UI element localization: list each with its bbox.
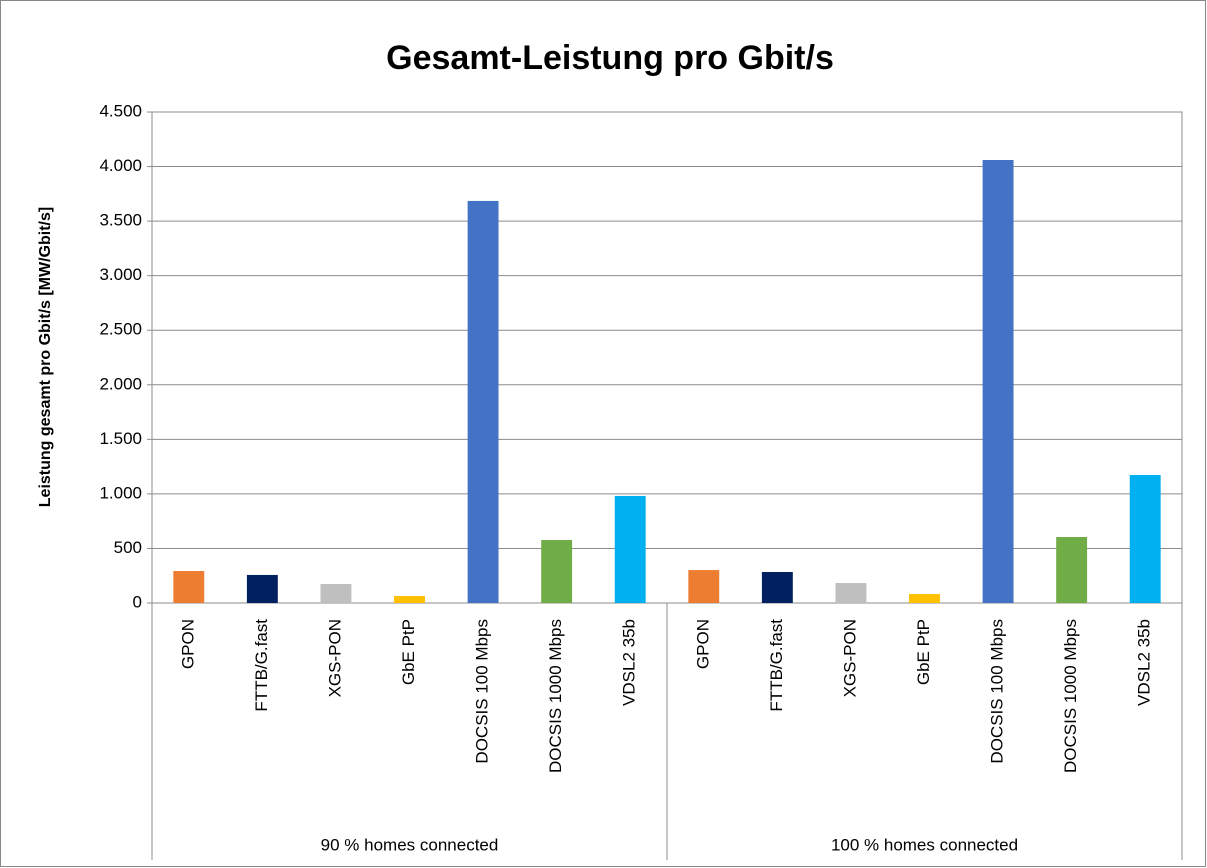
bar bbox=[835, 583, 867, 603]
bar bbox=[761, 572, 793, 603]
x-tick-label: DOCSIS 100 Mbps bbox=[988, 619, 1007, 764]
y-tick-label: 4.000 bbox=[99, 156, 142, 175]
x-tick-label: GPON bbox=[693, 619, 712, 669]
y-tick-label: 1.000 bbox=[99, 483, 142, 502]
y-tick-label: 3.500 bbox=[99, 211, 142, 230]
y-tick-label: 500 bbox=[114, 538, 142, 557]
y-tick-label: 3.000 bbox=[99, 265, 142, 284]
y-tick-label: 4.500 bbox=[99, 101, 142, 120]
y-tick-label: 2.500 bbox=[99, 320, 142, 339]
y-tick-label: 2.000 bbox=[99, 374, 142, 393]
bar bbox=[909, 594, 940, 603]
group-label: 100 % homes connected bbox=[831, 835, 1018, 854]
bar bbox=[1056, 536, 1088, 603]
x-tick-label: GbE PtP bbox=[399, 619, 418, 685]
y-tick-label: 1.500 bbox=[99, 429, 142, 448]
bar bbox=[541, 540, 573, 603]
x-tick-label: GPON bbox=[178, 619, 197, 669]
x-tick-label: XGS-PON bbox=[840, 619, 859, 697]
bar bbox=[246, 574, 278, 603]
bar bbox=[394, 596, 425, 603]
bar bbox=[982, 160, 1014, 603]
bar bbox=[614, 495, 646, 603]
x-tick-label: DOCSIS 1000 Mbps bbox=[546, 619, 565, 773]
x-tick-label: FTTB/G.fast bbox=[252, 619, 271, 712]
y-tick-label: 0 bbox=[133, 592, 142, 611]
bar bbox=[688, 570, 720, 603]
y-axis-label: Leistung gesamt pro Gbit/s [MW/Gbit/s] bbox=[37, 207, 54, 507]
x-tick-label: FTTB/G.fast bbox=[767, 619, 786, 712]
x-tick-label: VDSL2 35b bbox=[620, 619, 639, 706]
chart-title: Gesamt-Leistung pro Gbit/s bbox=[386, 39, 834, 77]
x-tick-label: DOCSIS 1000 Mbps bbox=[1061, 619, 1080, 773]
x-tick-label: DOCSIS 100 Mbps bbox=[473, 619, 492, 764]
group-label: 90 % homes connected bbox=[321, 835, 499, 854]
x-tick-label: GbE PtP bbox=[914, 619, 933, 685]
bar bbox=[173, 571, 205, 603]
bar bbox=[467, 200, 499, 604]
x-tick-label: VDSL2 35b bbox=[1135, 619, 1154, 706]
x-tick-label: XGS-PON bbox=[325, 619, 344, 697]
bar bbox=[1129, 475, 1161, 603]
bar bbox=[320, 584, 352, 603]
